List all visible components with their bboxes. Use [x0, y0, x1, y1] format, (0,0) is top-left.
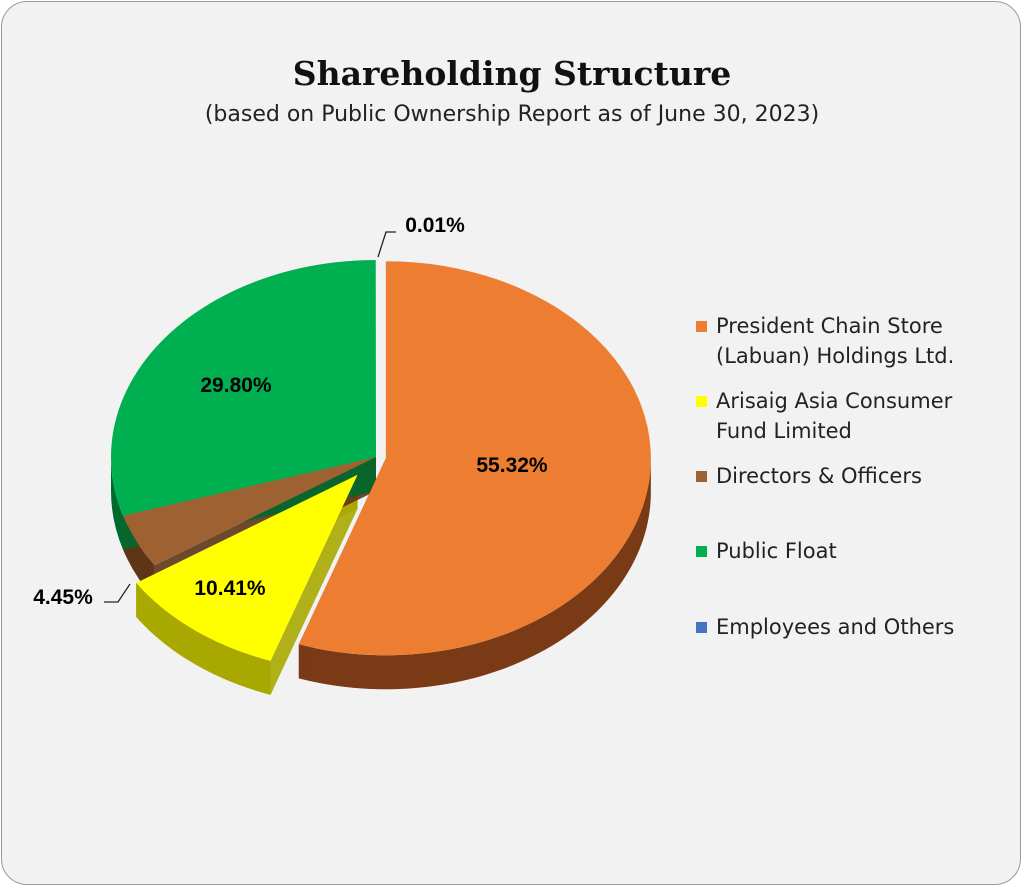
pie-slice-cut-face [270, 474, 358, 695]
chart-subtitle: (based on Public Ownership Report as of … [204, 102, 820, 127]
legend-swatch [696, 622, 707, 633]
data-label: 29.80% [200, 374, 272, 397]
legend-swatch [696, 321, 707, 332]
pie-slice-arisaig-asia-consumer-fund-limited [136, 474, 358, 661]
data-label: 55.32% [476, 454, 548, 477]
legend-item-president-chain-store: President Chain Store (Labuan) Holdings … [692, 311, 1012, 371]
data-label-leader-line [377, 231, 396, 258]
pie-top-layer [110, 252, 651, 661]
pie-slice-side [136, 583, 271, 695]
legend-swatch [696, 471, 707, 482]
legend-item-directors-officers: Directors & Officers [692, 461, 1012, 491]
pie-slice-side [298, 458, 651, 690]
data-label: 10.41% [194, 577, 266, 600]
pie-slice-directors-officers [123, 457, 377, 566]
data-label-leader-line [104, 583, 131, 603]
legend-label-line1: Employees and Others [716, 615, 955, 639]
data-label: 4.45% [33, 586, 93, 609]
chart-title: Shareholding Structure [292, 54, 732, 93]
legend-label-line2: (Labuan) Holdings Ltd. [716, 344, 955, 368]
pie-slice-president-chain-store-labuan-holdings-ltd [298, 261, 651, 656]
legend-label-line1: Arisaig Asia Consumer [716, 389, 953, 413]
legend-item-public-float: Public Float [692, 536, 1012, 566]
legend-item-employees-others: Employees and Others [692, 612, 1012, 642]
legend-label-line1: Directors & Officers [716, 464, 922, 488]
legend-label-line1: President Chain Store [716, 314, 943, 338]
legend-item-arisaig: Arisaig Asia Consumer Fund Limited [692, 386, 1012, 446]
legend-swatch [696, 546, 707, 557]
legend-label-line2: Fund Limited [716, 419, 852, 443]
data-label: 0.01% [405, 214, 465, 237]
legend-label-line1: Public Float [716, 539, 837, 563]
pie-slice-side [111, 457, 124, 550]
legend-swatch [696, 396, 707, 407]
pie-slice-public-float [110, 260, 376, 516]
